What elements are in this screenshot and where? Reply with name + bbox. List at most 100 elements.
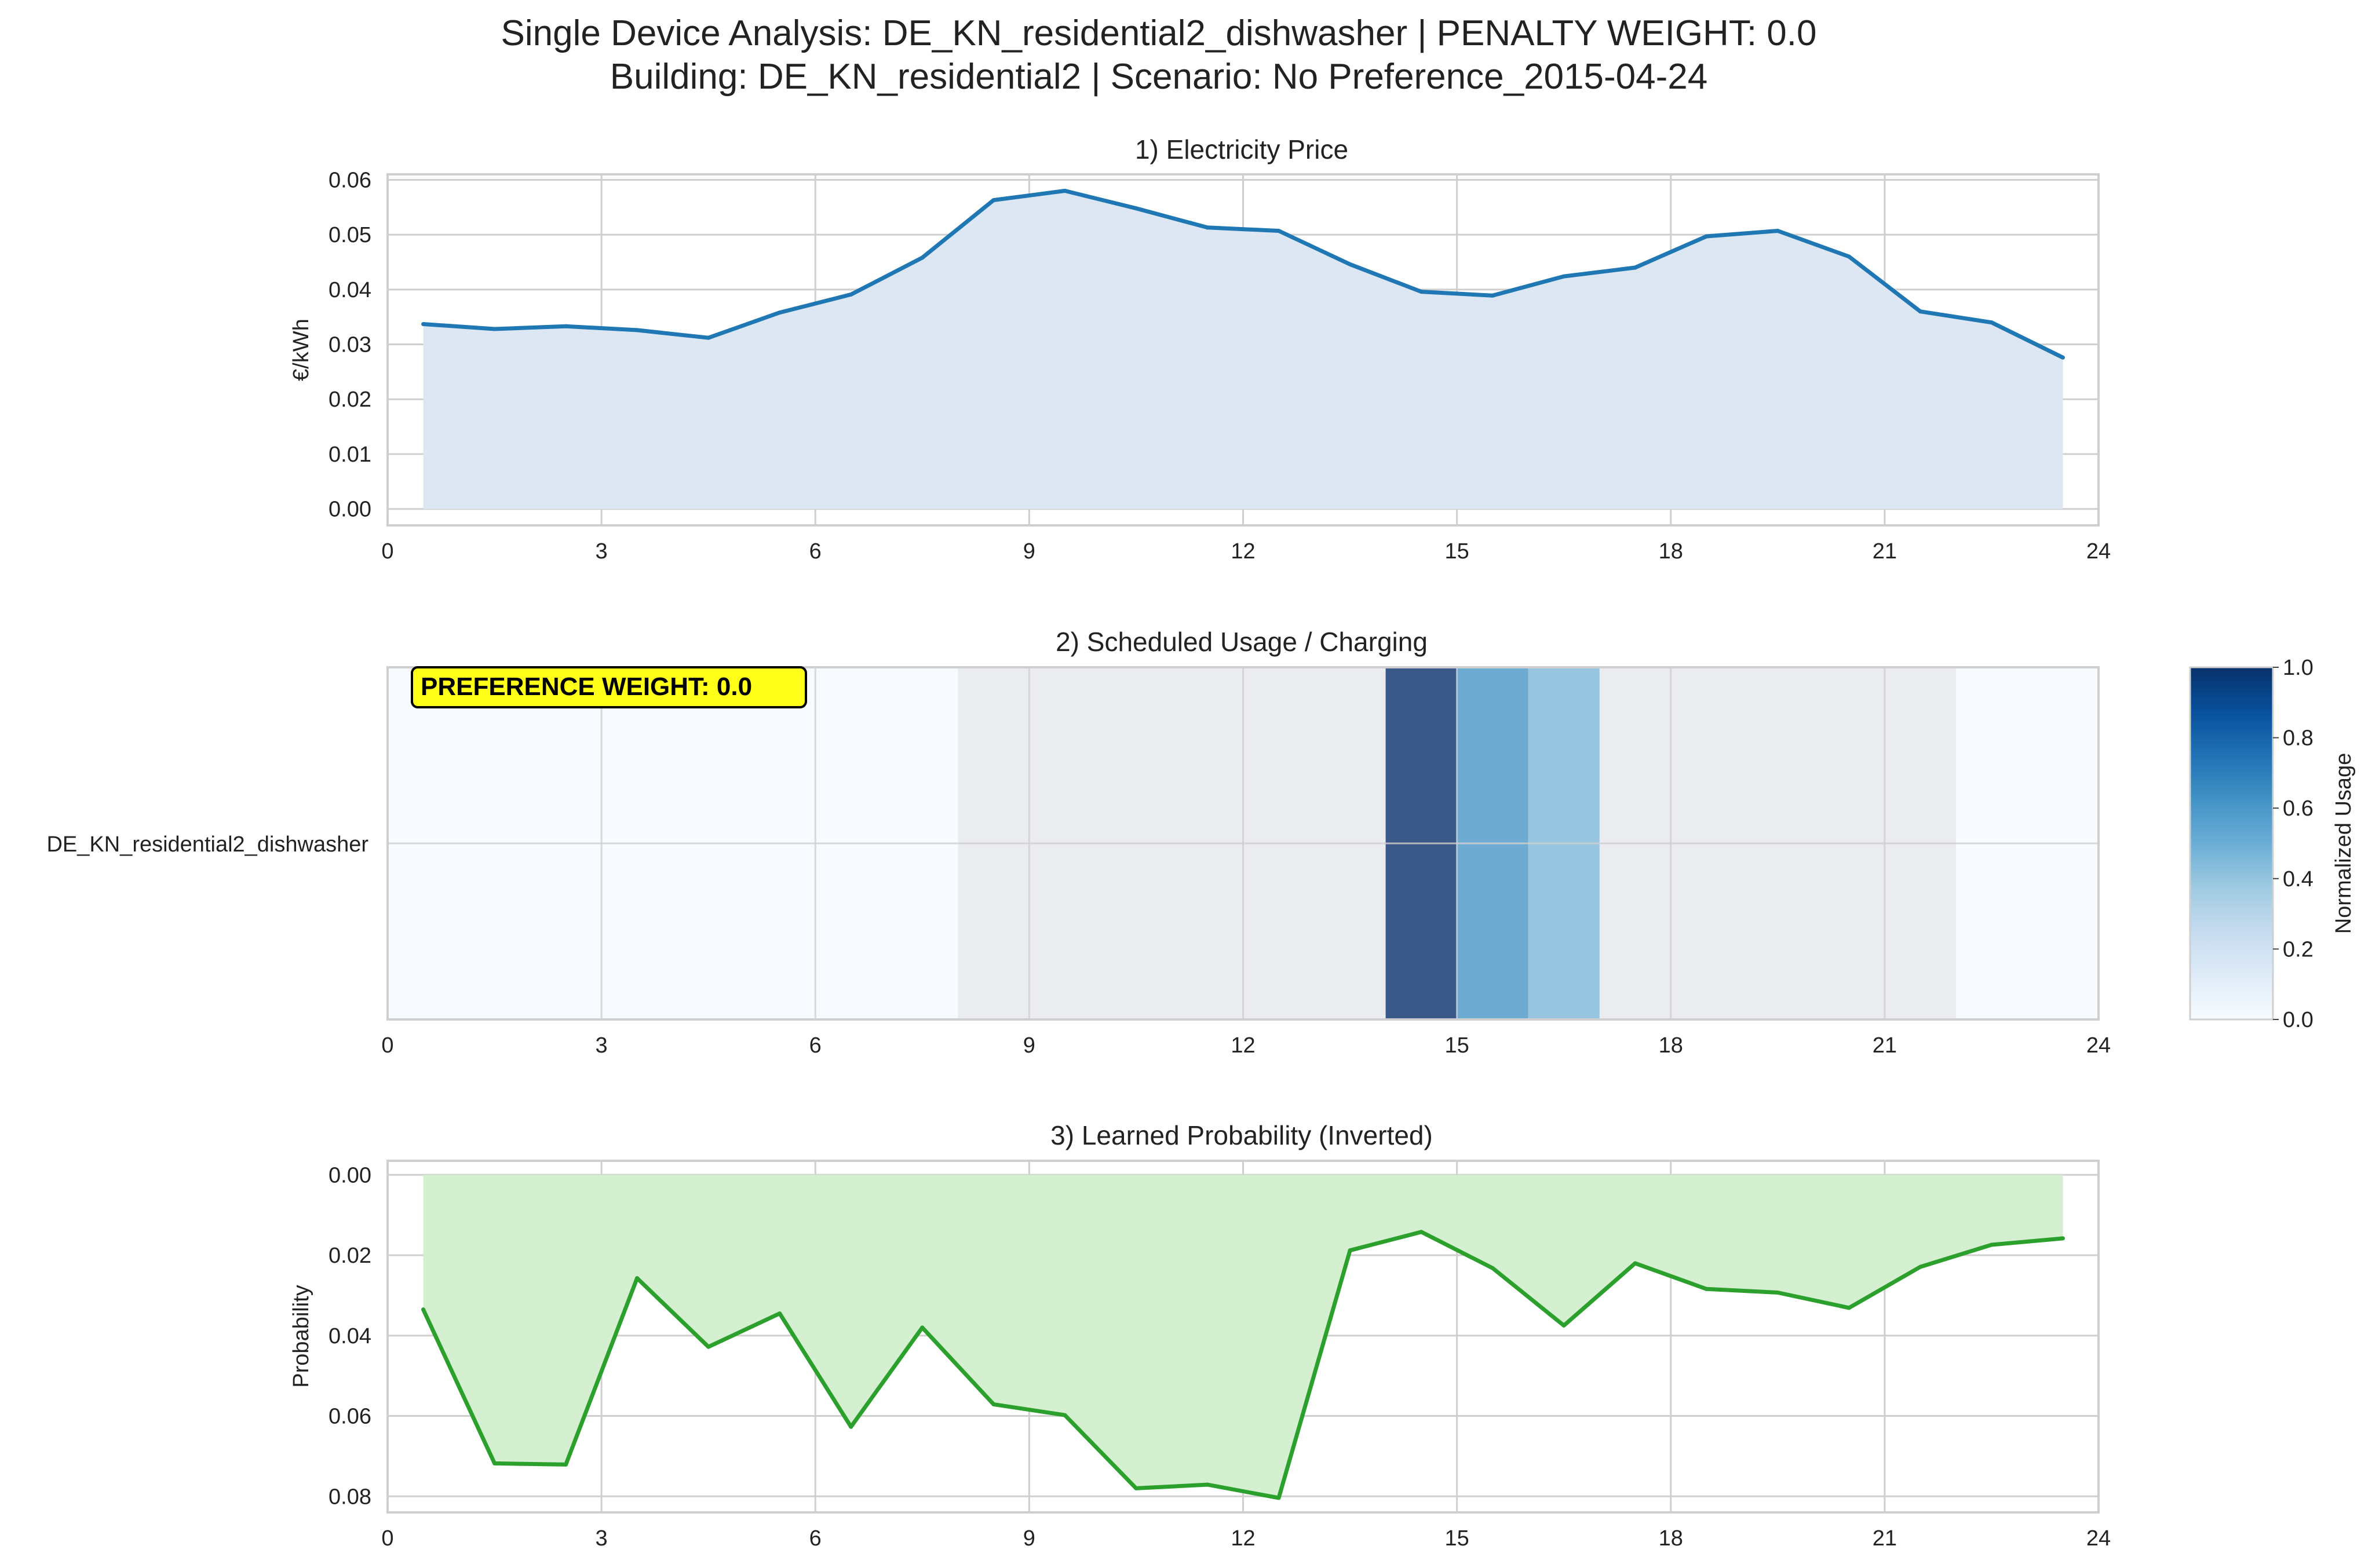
price-data-point [778,310,782,315]
price-data-point [1276,229,1281,233]
price-data-point [1918,309,1922,314]
probability-y-tick-label: 0.04 [329,1324,371,1348]
colorbar-tick-label: 0.6 [2283,796,2313,821]
price-data-point [564,324,568,328]
probability-data-point [1846,1306,1851,1310]
colorbar: 0.0 0.2 0.4 0.6 0.8 1.0 Normalized Usage [2189,656,2356,1032]
probability-data-point [1918,1264,1922,1269]
probability-x-tick-label: 6 [809,1526,822,1551]
heatmap-x-tick-label: 6 [809,1033,822,1058]
colorbar-tick-label: 0.4 [2283,867,2313,891]
probability-area-fill [423,1175,2063,1498]
price-data-point [1205,225,1210,230]
figure-title-line2: Building: DE_KN_residential2 | Scenario:… [610,57,1707,97]
price-line [423,188,2064,360]
heatmap-x-tick-label: 24 [2086,1033,2111,1058]
price-data-point [421,321,426,326]
probability-chart: 3) Learned Probability (Inverted) 0 3 6 9 12… [289,1120,2111,1551]
price-x-tick-label: 24 [2086,539,2111,564]
schedule-chart-title: 2) Scheduled Usage / Charging [1056,627,1428,657]
probability-data-point [778,1311,782,1316]
colorbar-tick-label: 0.2 [2283,937,2313,962]
heatmap-x-tick-label: 18 [1659,1033,1683,1058]
price-data-point [1846,254,1851,259]
price-x-tick-label: 21 [1873,539,1897,564]
probability-data-point [1775,1291,1780,1295]
probability-y-tick-label: 0.00 [329,1163,371,1187]
schedule-heatmap: 2) Scheduled Usage / Charging 0 3 6 9 12 15 18… [46,627,2356,1058]
price-x-tick-label: 12 [1231,539,1255,564]
probability-data-point [849,1424,853,1429]
price-data-point [920,255,925,260]
heatmap-x-tick-label: 21 [1873,1033,1897,1058]
probability-x-tick-label: 15 [1444,1526,1469,1551]
price-data-point [1775,229,1780,233]
price-data-point [706,335,711,340]
probability-y-axis-label: Probability [289,1285,313,1387]
probability-chart-frame [386,1160,2100,1514]
colorbar-label: Normalized Usage [2331,753,2356,934]
price-data-point [1348,262,1352,266]
heatmap-x-tick-label: 0 [381,1033,393,1058]
price-data-point [1490,293,1495,298]
probability-data-point [1989,1242,1994,1247]
price-data-point [2060,355,2065,360]
price-x-tick-label: 9 [1023,539,1035,564]
price-chart-frame [386,173,2100,527]
colorbar-tick-label: 0.8 [2283,726,2313,751]
heatmap-x-tick-label: 15 [1444,1033,1469,1058]
probability-data-point [1205,1482,1210,1487]
price-data-point [635,328,640,332]
price-x-tick-label: 3 [596,539,608,564]
probability-line [421,1230,2063,1500]
probability-data-point [1561,1323,1566,1328]
probability-data-point [991,1402,996,1406]
heatmap-row-label: DE_KN_residential2_dishwasher [46,832,368,857]
heatmap-x-tick-label: 9 [1023,1033,1035,1058]
probability-x-tick-label: 18 [1659,1526,1683,1551]
probability-x-tick-label: 12 [1231,1526,1255,1551]
probability-data-point [1633,1261,1637,1266]
preference-weight-badge: PREFERENCE WEIGHT: 0.0 [411,666,807,708]
probability-x-tick-label: 24 [2086,1526,2111,1551]
price-y-tick-label: 0.06 [329,168,371,192]
price-chart: 1) Electricity Price 0 3 6 9 12 15 18 21 24 0.00… [289,134,2111,564]
price-data-point [1063,188,1067,193]
probability-x-tick-label: 3 [596,1526,608,1551]
colorbar-tick-label: 1.0 [2283,656,2313,680]
price-y-tick-label: 0.04 [329,278,371,302]
price-y-tick-label: 0.00 [329,498,371,522]
probability-data-point [1134,1486,1138,1490]
price-data-point [1134,206,1138,211]
price-chart-title: 1) Electricity Price [1135,134,1348,165]
price-data-point [492,327,497,331]
probability-data-point [1419,1230,1424,1234]
colorbar-tick-label: 0.0 [2283,1008,2313,1032]
probability-y-tick-label: 0.02 [329,1244,371,1268]
probability-y-tick-label: 0.08 [329,1485,371,1509]
price-area-fill [423,191,2063,509]
price-y-tick-label: 0.01 [329,443,371,467]
probability-x-tick-label: 9 [1023,1526,1035,1551]
price-data-point [1633,265,1637,270]
probability-chart-title: 3) Learned Probability (Inverted) [1050,1120,1433,1150]
price-data-point [1989,320,1994,325]
probability-data-point [492,1461,497,1465]
price-data-point [849,292,853,297]
figure-title-line1: Single Device Analysis: DE_KN_residentia… [501,13,1817,53]
price-data-point [1419,290,1424,294]
price-x-tick-label: 6 [809,539,822,564]
price-x-tick-label: 18 [1659,539,1683,564]
probability-x-tick-label: 21 [1873,1526,1897,1551]
price-y-axis-label: €/kWh [289,319,313,381]
probability-data-point [1704,1286,1709,1291]
probability-data-point [920,1325,925,1330]
schedule-chart-frame [386,666,2100,1021]
preference-weight-text: PREFERENCE WEIGHT: 0.0 [421,672,752,701]
probability-data-point [706,1344,711,1349]
price-y-tick-label: 0.05 [329,223,371,247]
probability-y-tick-label: 0.06 [329,1405,371,1429]
probability-data-point [635,1276,640,1281]
probability-data-point [2060,1236,2065,1241]
